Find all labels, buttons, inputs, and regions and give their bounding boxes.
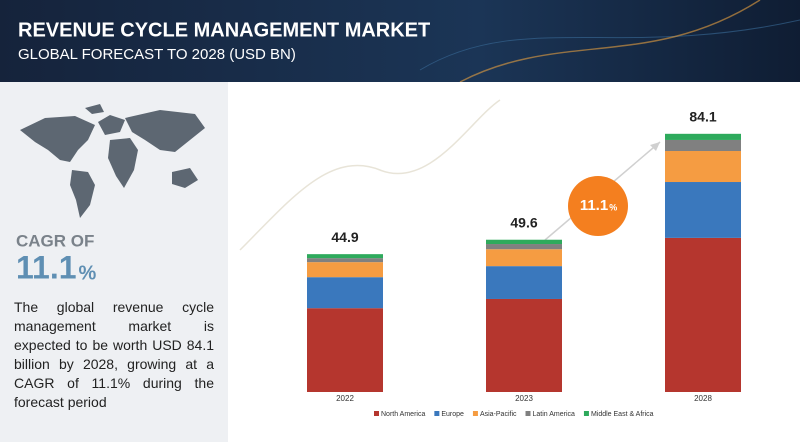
bar-segment: [486, 244, 562, 250]
legend-label: North America: [381, 411, 425, 418]
cagr-unit: %: [79, 262, 97, 284]
legend-label: Latin America: [533, 411, 576, 418]
total-label: 49.6: [510, 214, 537, 230]
bar-segment: [486, 239, 562, 245]
bar-segment: [665, 182, 741, 238]
title: REVENUE CYCLE MANAGEMENT MARKET: [18, 19, 430, 41]
cagr-value: 11.1: [16, 249, 77, 285]
bar-segment: [665, 139, 741, 152]
bar-segment: [486, 298, 562, 392]
x-tick-label: 2022: [336, 394, 354, 403]
legend-label: Asia-Pacific: [480, 411, 517, 418]
bar-segment: [307, 254, 383, 259]
legend-swatch: [525, 411, 531, 416]
description-box: The global revenue cycle management mark…: [14, 299, 214, 410]
header-decoration: [419, 19, 800, 71]
description: The global revenue cycle management mark…: [14, 299, 214, 410]
total-label: 44.9: [331, 229, 358, 245]
cagr-badge-value: 11.1: [580, 197, 608, 214]
trend-arrowhead: [650, 142, 660, 151]
bar-segment: [665, 133, 741, 140]
world-map: [20, 104, 205, 218]
background-decoration: [239, 99, 501, 251]
bar-segment: [307, 258, 383, 263]
legend-swatch: [434, 411, 440, 416]
x-tick-label: 2028: [694, 394, 712, 403]
header-decoration: [459, 0, 761, 83]
bar-segment: [307, 277, 383, 309]
bar-segment: [486, 266, 562, 299]
bar-segment: [665, 237, 741, 392]
legend-label: Europe: [441, 411, 464, 418]
bar-segment: [486, 249, 562, 267]
cagr-badge-unit: %: [609, 202, 617, 212]
legend-swatch: [472, 411, 478, 416]
legend-swatch: [374, 411, 379, 416]
total-label: 84.1: [689, 109, 716, 125]
bar-segment: [307, 308, 383, 392]
legend-swatch: [583, 411, 589, 416]
legend-label: Middle East & Africa: [591, 411, 654, 418]
subtitle: GLOBAL FORECAST TO 2028 (USD BN): [18, 46, 296, 63]
header-background: [0, 0, 800, 82]
cagr-label: CAGR OF: [16, 231, 94, 250]
x-tick-label: 2023: [515, 394, 533, 403]
bar-segment: [307, 262, 383, 278]
cagr-badge: [568, 176, 628, 236]
bar-segment: [665, 151, 741, 183]
